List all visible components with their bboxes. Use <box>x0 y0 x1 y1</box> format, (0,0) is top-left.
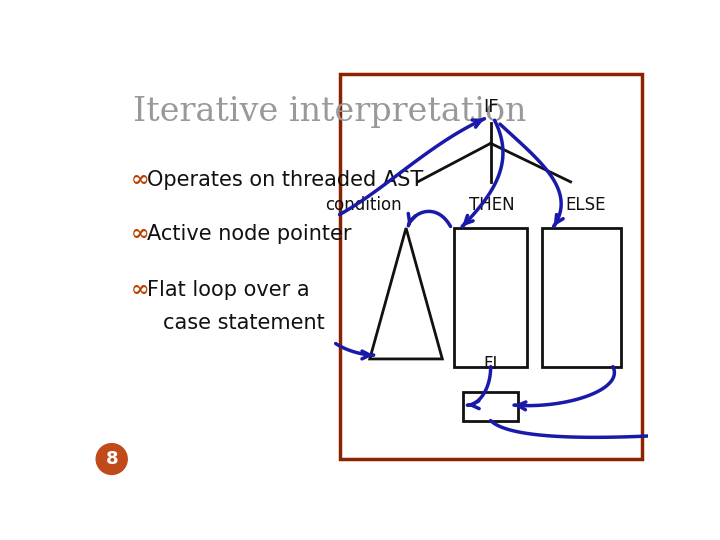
Text: condition: condition <box>325 196 402 214</box>
Text: ∞: ∞ <box>130 279 149 301</box>
Circle shape <box>96 444 127 475</box>
Text: THEN: THEN <box>469 196 515 214</box>
Bar <box>542 228 621 367</box>
Text: 8: 8 <box>105 450 118 468</box>
Text: Iterative interpretation: Iterative interpretation <box>132 96 526 127</box>
Text: ELSE: ELSE <box>566 196 606 214</box>
Text: case statement: case statement <box>163 313 325 333</box>
Text: Flat loop over a: Flat loop over a <box>148 280 310 300</box>
Text: ∞: ∞ <box>130 223 149 245</box>
Text: Operates on threaded AST: Operates on threaded AST <box>148 170 423 190</box>
Text: FI: FI <box>484 355 498 373</box>
Text: Active node pointer: Active node pointer <box>148 224 352 244</box>
Bar <box>454 228 527 367</box>
Text: IF: IF <box>483 98 498 116</box>
Text: ∞: ∞ <box>130 170 149 191</box>
Bar <box>464 392 518 421</box>
Bar <box>340 74 642 459</box>
